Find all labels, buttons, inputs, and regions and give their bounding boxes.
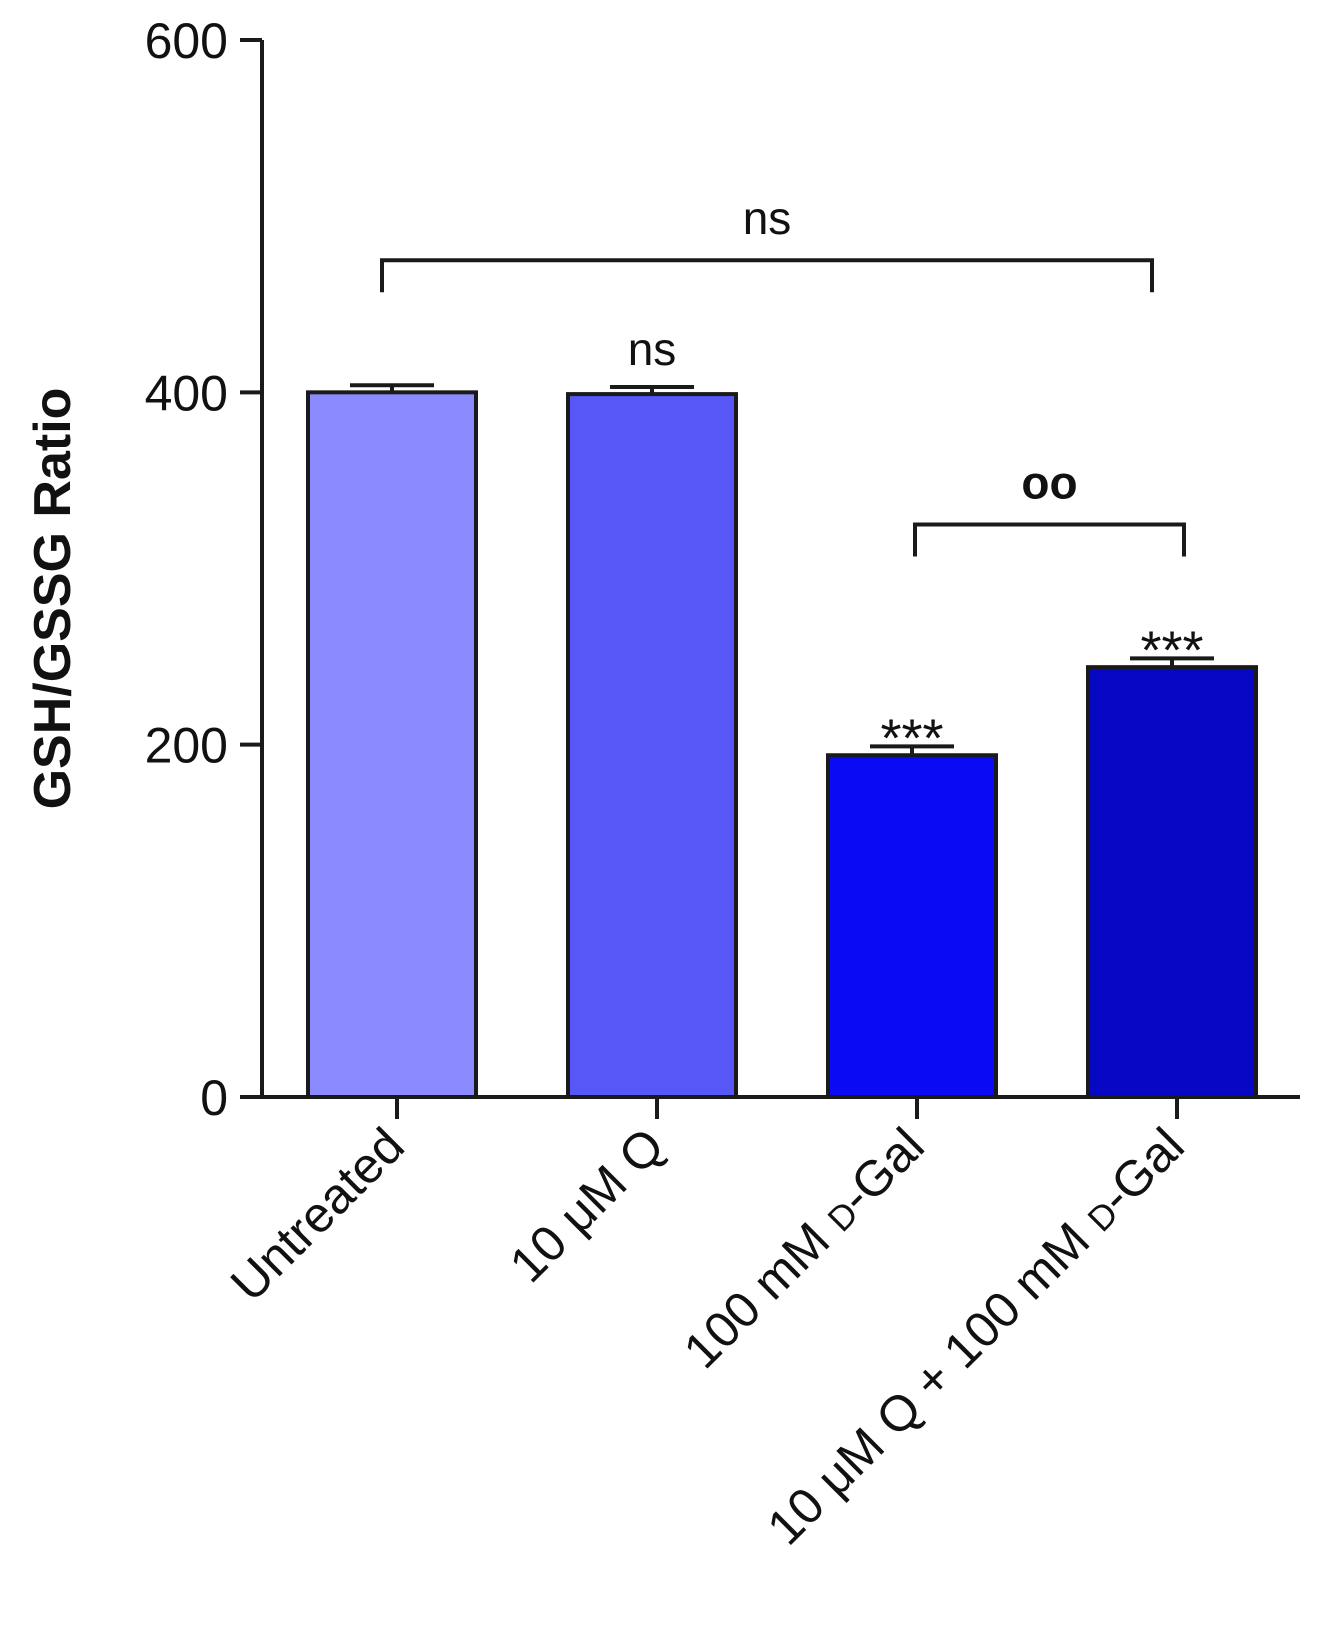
bar [566, 392, 738, 1100]
error-bars [350, 383, 1214, 756]
y-tick-label: 400 [145, 365, 228, 421]
significance-label: *** [880, 708, 943, 768]
significance-label: ns [628, 323, 677, 375]
x-tick-label: 100 mM d-Gal [673, 1117, 935, 1379]
significance-bracket [913, 522, 1186, 557]
bracket-label: ns [743, 192, 792, 244]
significance-labels: ns *** *** [628, 323, 1204, 768]
significance-brackets: ns oo [380, 192, 1186, 557]
bar [1086, 665, 1258, 1099]
significance-label: *** [1140, 620, 1203, 680]
significance-bracket [380, 258, 1154, 293]
bar [306, 390, 478, 1100]
y-tick-label: 200 [145, 718, 228, 774]
y-tick-label: 0 [200, 1070, 228, 1126]
y-axis-ticks: 0 200 400 600 [145, 13, 262, 1126]
x-tick-label: 10 μM Q + 100 mM d-Gal [756, 1117, 1194, 1555]
x-axis-ticks [395, 1097, 1179, 1119]
x-tick-label: Untreated [220, 1117, 415, 1312]
bracket-label: oo [1021, 456, 1077, 508]
y-axis-title: GSH/GSSG Ratio [24, 388, 82, 810]
x-tick-label: 10 μM Q [499, 1117, 675, 1293]
y-tick-label: 600 [145, 13, 228, 69]
bars [306, 390, 1258, 1100]
bar [826, 753, 998, 1100]
